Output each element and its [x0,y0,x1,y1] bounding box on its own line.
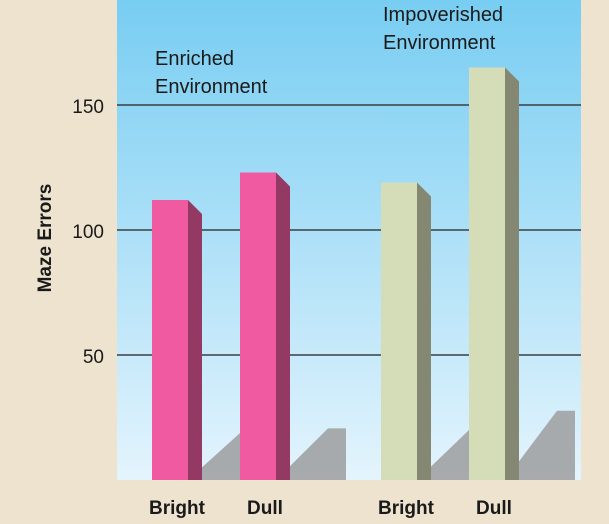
bar-side-bright [188,200,202,480]
group-label-impoverished: Impoverished [383,4,503,26]
x-category-label: Dull [247,498,283,519]
bar-shadow [276,428,346,480]
bars [152,67,519,480]
x-category-label: Bright [378,498,435,519]
bar-shadow [505,410,575,480]
x-category-label: Dull [476,498,512,519]
group-label-impoverished: Environment [383,32,496,54]
y-tick-label: 50 [83,347,104,368]
bar-side-bright [417,182,431,480]
bar-side-dull [276,172,290,480]
y-tick-label: 100 [72,222,104,243]
group-label-enriched: Environment [155,76,268,98]
bar-enriched-dull [240,172,276,480]
bar-enriched-bright [152,200,188,480]
x-category-label: Bright [149,498,206,519]
bar-impoverished-dull [469,67,505,480]
y-axis-label: Maze Errors [35,184,56,293]
bar-side-dull [505,67,519,480]
labels: 50 100 150 Maze Errors Bright Dull Bright Dull E… [35,4,512,519]
bar-impoverished-bright [381,182,417,480]
group-label-enriched: Enriched [155,48,234,70]
y-tick-label: 150 [72,97,104,118]
